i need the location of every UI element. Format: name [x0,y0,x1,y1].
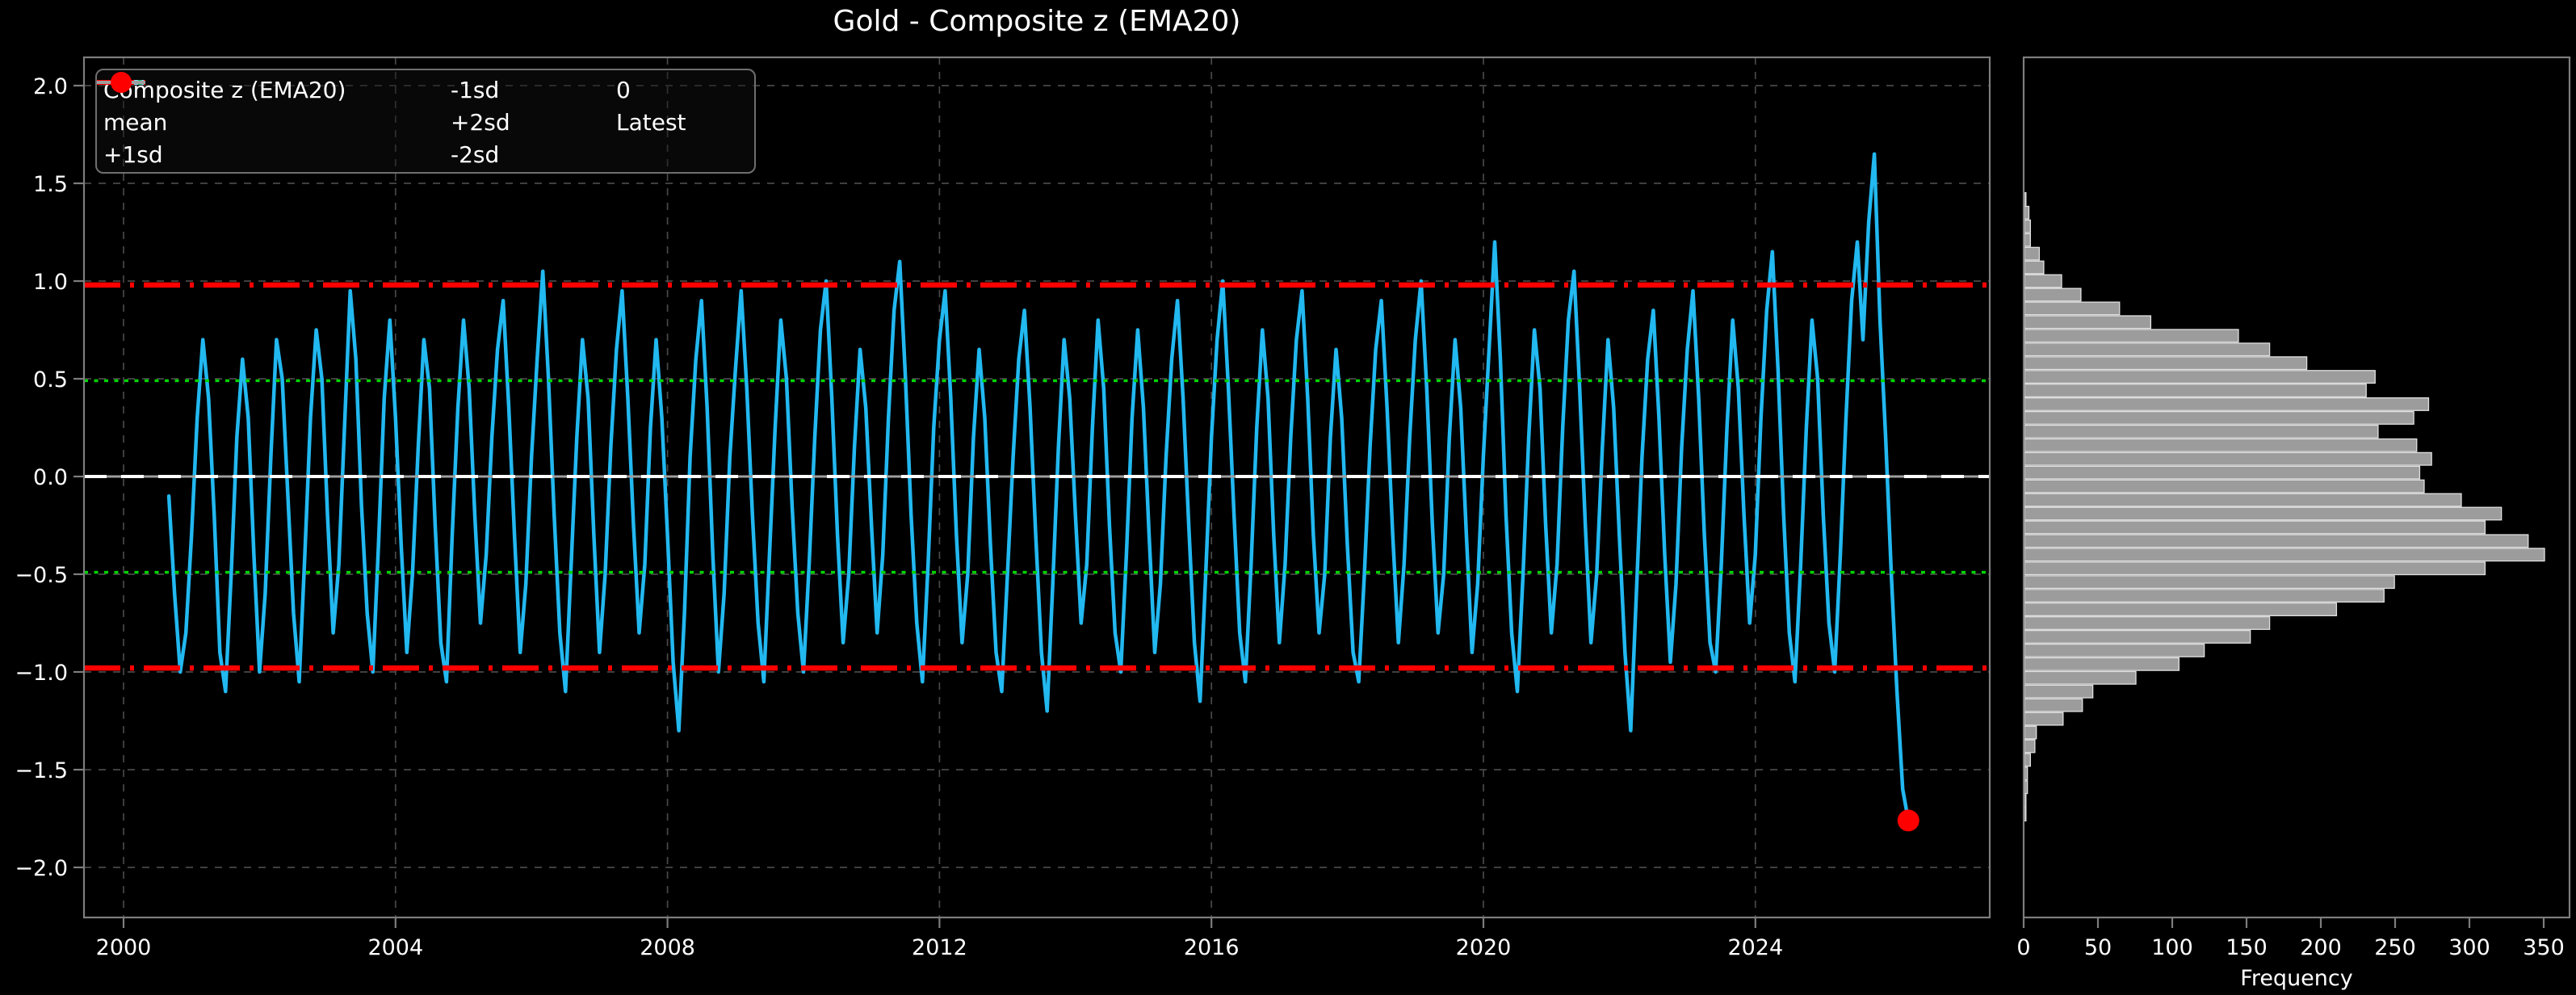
y-tick-label: 2.0 [33,74,68,99]
hist-bar [2024,424,2379,439]
x-tick-label: 2004 [367,935,423,960]
hist-bar [2024,205,2030,220]
hist-bar [2024,629,2251,644]
hist-bar [2024,766,2028,781]
legend-entry: -1sd [97,73,616,106]
hist-bar [2024,329,2239,343]
hist-bar [2024,342,2271,357]
hist-bar [2024,493,2462,507]
x-tick-label: 2012 [912,935,967,960]
hist-x-tick-label: 250 [2374,935,2416,960]
chart-title: Gold - Composite z (EMA20) [833,5,1241,38]
hist-bar [2024,246,2041,261]
hist-bar [2024,288,2082,302]
hist-bar [2024,370,2376,384]
latest-dot-icon [111,72,132,93]
legend-label: -2sd [451,141,500,168]
x-tick-label: 2024 [1727,935,1783,960]
hist-bar [2024,561,2486,576]
hist-bar [2024,356,2308,371]
hist-bar [2024,233,2032,247]
hist-bar [2024,780,2028,795]
hist-bar [2024,602,2338,617]
hist-bar [2024,438,2418,452]
hist-plot-border [2022,56,2571,919]
hist-bar [2024,315,2152,330]
hist-x-tick-label: 50 [2084,935,2112,960]
y-tick-label: −1.0 [15,661,68,686]
hist-bar [2024,670,2137,685]
legend-label: +2sd [451,108,510,136]
legend-label: 0 [616,76,631,103]
y-tick-label: 0.0 [33,465,68,490]
hist-x-tick-label: 150 [2226,935,2268,960]
hist-bar [2024,698,2083,712]
hist-bar [2024,548,2545,562]
legend-entry: +2sd [97,80,616,138]
legend-entry: 0 [97,73,754,106]
legend-marker-swatch [111,72,132,93]
hist-bar [2024,725,2037,740]
hist-bar [2024,465,2421,480]
hist-bar [2024,506,2503,521]
main-plot-border [82,56,1991,919]
hist-bar [2024,191,2027,206]
hist-bar [2024,712,2064,726]
hist-bar [2024,274,2062,288]
hist-bar [2024,643,2205,657]
hist-bar [2024,219,2032,233]
y-tick-label: 1.5 [33,172,68,197]
hist-x-tick-label: 0 [2016,935,2030,960]
hist-bar [2024,534,2529,548]
hist-x-tick-label: 350 [2523,935,2565,960]
x-tick-label: 2020 [1456,935,1512,960]
hist-bar [2024,657,2180,671]
hist-bar [2024,794,2027,808]
hist-bar [2024,589,2385,603]
legend-entry: -2sd [97,80,616,170]
x-tick-label: 2016 [1184,935,1240,960]
hist-bar [2024,684,2094,699]
hist-x-tick-label: 200 [2300,935,2342,960]
hist-bar [2024,384,2367,397]
hist-bar [2024,301,2121,316]
hist-bar [2024,397,2430,411]
hist-xaxis-label: Frequency [2240,966,2353,991]
hist-bar [2024,616,2271,630]
legend-label: -1sd [451,76,500,103]
legend-box: Composite z (EMA20) mean +1sd -1sd +2sd -2sd 0… [95,69,756,174]
y-tick-label: −2.0 [15,856,68,881]
hist-x-tick-label: 100 [2151,935,2193,960]
latest-point-marker [1897,809,1919,832]
hist-bar [2024,739,2036,754]
hist-bar [2024,410,2414,425]
hist-bar [2024,479,2425,493]
hist-bar [2024,575,2395,590]
legend-entry: Composite z (EMA20) [97,73,451,106]
y-tick-label: 1.0 [33,270,68,295]
y-tick-label: −1.5 [15,758,68,783]
hist-bar [2024,520,2486,535]
hist-x-tick-label: 300 [2448,935,2490,960]
x-tick-label: 2008 [640,935,695,960]
hist-bar [2024,808,2027,822]
legend-label: Latest [616,108,686,136]
legend-entry: Latest [111,72,754,138]
x-tick-label: 2000 [96,935,152,960]
y-tick-label: 0.5 [33,367,68,393]
y-tick-label: −0.5 [15,563,68,588]
hist-bar [2024,753,2032,767]
legend-entry: mean [97,80,451,138]
legend-label: mean [103,108,168,136]
hist-bar [2024,451,2432,466]
hist-bar [2024,260,2045,275]
legend-entry: +1sd [97,80,451,170]
composite-z-line [166,152,1911,823]
legend-label: +1sd [103,141,163,168]
